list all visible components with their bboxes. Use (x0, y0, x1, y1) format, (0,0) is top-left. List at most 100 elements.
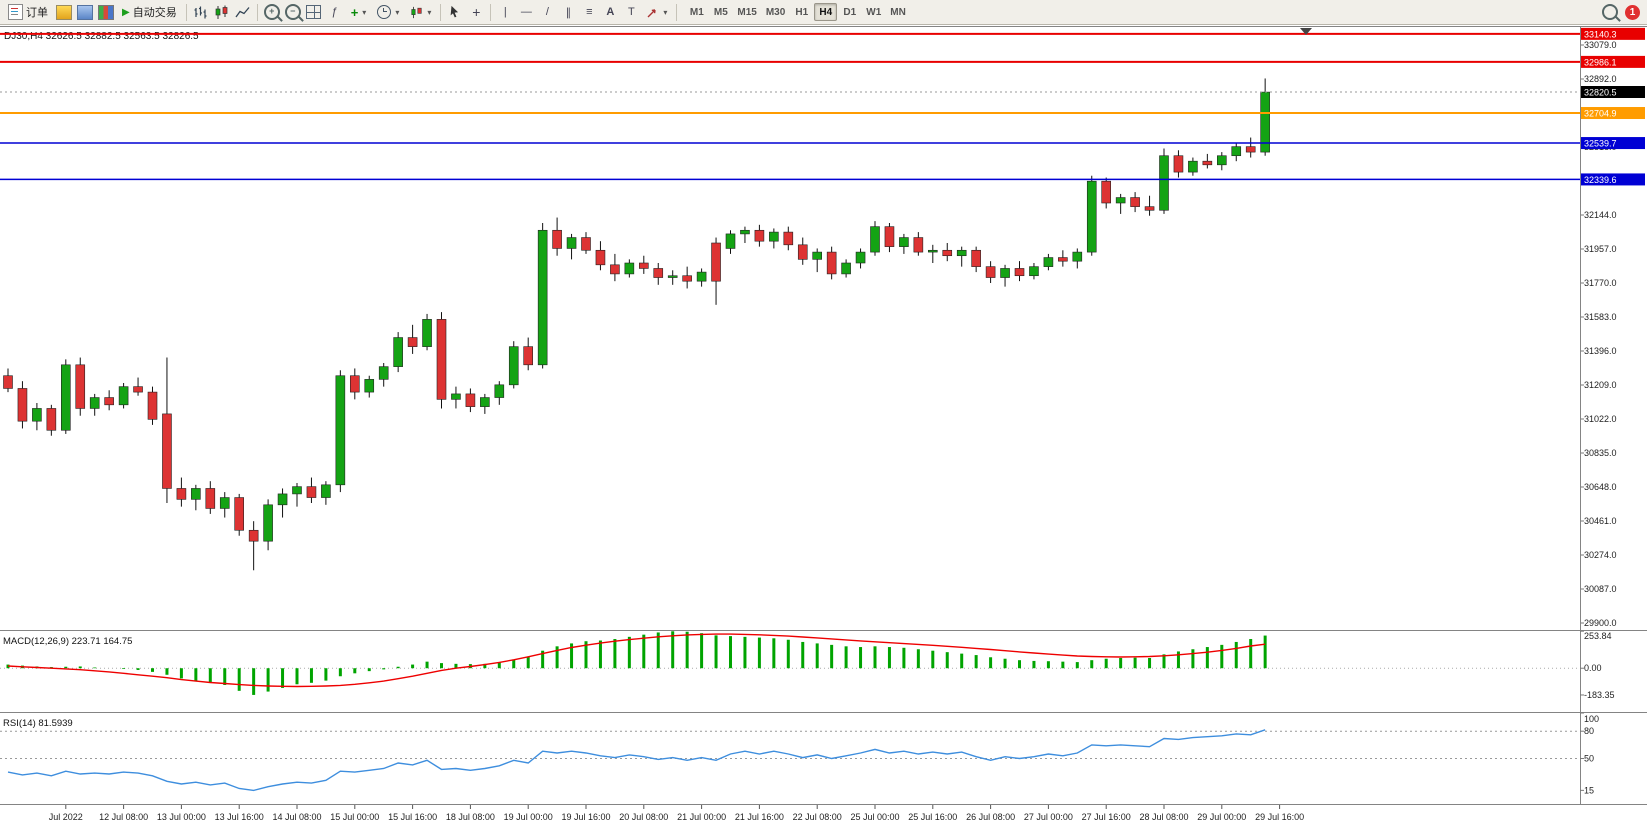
marketwatch-icon[interactable] (56, 4, 72, 20)
time-label: 15 Jul 16:00 (388, 812, 437, 822)
candle-up (393, 337, 403, 367)
arrows-tool-button[interactable]: ▾ (642, 2, 672, 22)
candle-down (826, 251, 837, 275)
period-button[interactable]: ▾ (372, 2, 404, 22)
timeframe-M30[interactable]: M30 (762, 3, 789, 21)
terminal-icon[interactable] (98, 4, 114, 20)
candle-up (841, 262, 851, 275)
rsi-axis-label: 50 (1584, 754, 1594, 764)
candle-up (422, 319, 432, 347)
line-chart-button[interactable] (233, 3, 253, 21)
candle-up (1072, 251, 1083, 262)
candle-down (1130, 197, 1140, 207)
timeframe-M15[interactable]: M15 (733, 3, 760, 21)
price-label: 31957.0 (1584, 244, 1617, 254)
timeframe-M5[interactable]: M5 (709, 3, 732, 21)
candle-down (162, 413, 172, 489)
candle-up (956, 249, 967, 257)
notification-badge[interactable]: 1 (1625, 4, 1640, 20)
candles-layer (3, 78, 1270, 571)
crosshair-button[interactable]: + (472, 4, 481, 20)
time-label: 29 Jul 16:00 (1255, 812, 1304, 822)
chevron-down-icon: ▾ (395, 7, 400, 17)
bar-chart-button[interactable] (191, 3, 211, 21)
candle-up (191, 488, 201, 500)
candle-up (870, 226, 880, 253)
indicators-button[interactable]: ƒ (331, 6, 338, 18)
candle-down (1173, 155, 1184, 173)
chart-window: DJ30,H4 32626.5 32882.5 32563.5 32826.5 3… (0, 26, 1647, 835)
candle-up (566, 237, 577, 249)
new-order-button[interactable]: 订单 (3, 2, 53, 22)
candle-up (451, 393, 461, 400)
auto-trading-button[interactable]: ▶ 自动交易 (117, 2, 182, 22)
text-tool[interactable]: A (606, 6, 615, 18)
svg-text:32339.6: 32339.6 (1584, 175, 1617, 185)
time-label: 27 Jul 00:00 (1024, 812, 1073, 822)
fibonacci-tool[interactable]: ≡ (586, 6, 593, 18)
chart-background (0, 26, 1647, 835)
clock-icon (377, 5, 392, 19)
price-label: 32892.0 (1584, 74, 1617, 84)
price-label: 30087.0 (1584, 584, 1617, 594)
candle-down (942, 249, 953, 257)
navigator-icon[interactable] (77, 4, 93, 20)
trendline-tool[interactable]: / (545, 6, 549, 18)
candle-down (205, 488, 216, 509)
candle-down (349, 375, 360, 393)
time-label: Jul 2022 (49, 812, 83, 822)
macd-axis-label: 0.00 (1584, 663, 1602, 673)
shift-marker[interactable] (1300, 28, 1312, 35)
candle-down (711, 242, 721, 282)
add-indicator-button[interactable]: + ▾ (346, 2, 372, 22)
chart-canvas[interactable]: DJ30,H4 32626.5 32882.5 32563.5 32826.5 3… (0, 26, 1647, 835)
candle-up (899, 237, 909, 247)
tile-windows-button[interactable] (304, 3, 324, 21)
time-label: 13 Jul 16:00 (215, 812, 264, 822)
time-label: 25 Jul 00:00 (850, 812, 899, 822)
price-badge-33140.3 (1581, 27, 1645, 40)
rsi-axis-label: 80 (1584, 726, 1594, 736)
candle-up (624, 262, 635, 275)
svg-text:32704.9: 32704.9 (1584, 109, 1617, 119)
toolbar-separator (490, 3, 492, 21)
candlestick-chart-button[interactable] (212, 3, 232, 21)
candle-up (118, 386, 129, 406)
cursor-icon (450, 5, 459, 18)
price-label: 31583.0 (1584, 312, 1617, 322)
timeframe-W1[interactable]: W1 (862, 3, 885, 21)
timeframe-MN[interactable]: MN (886, 3, 910, 21)
search-button[interactable] (1600, 3, 1620, 21)
timeframe-D1[interactable]: D1 (838, 3, 861, 21)
zoom-out-button[interactable]: − (283, 3, 303, 21)
time-label: 15 Jul 00:00 (330, 812, 379, 822)
candle-up (1043, 257, 1054, 267)
timeframe-H1[interactable]: H1 (790, 3, 813, 21)
timeframe-M1[interactable]: M1 (685, 3, 708, 21)
macd-axis-label: -183.35 (1584, 690, 1615, 700)
candle-up (89, 397, 100, 409)
candle-up (769, 231, 779, 242)
timeframe-H4[interactable]: H4 (814, 3, 838, 21)
candle-down (884, 226, 895, 247)
vertical-line-tool[interactable]: | (503, 6, 507, 18)
cursor-button[interactable] (445, 3, 465, 21)
candle-down (595, 249, 606, 266)
candle-down (176, 488, 187, 500)
candle-down (306, 486, 317, 498)
template-button[interactable]: ▾ (405, 2, 436, 22)
candle-down (1101, 180, 1111, 204)
label-tool[interactable]: T (627, 6, 635, 18)
candle-down (971, 249, 981, 267)
zoom-in-button[interactable]: + (262, 3, 282, 21)
candle-up (321, 484, 331, 498)
candle-down (783, 231, 794, 246)
horizontal-line-tool[interactable]: — (520, 6, 532, 18)
time-label: 22 Jul 08:00 (793, 812, 842, 822)
time-label: 18 Jul 08:00 (446, 812, 495, 822)
candle-up (1188, 160, 1198, 173)
time-label: 25 Jul 16:00 (908, 812, 957, 822)
channel-tool[interactable]: ∥ (565, 6, 572, 19)
candle-down (913, 237, 924, 253)
